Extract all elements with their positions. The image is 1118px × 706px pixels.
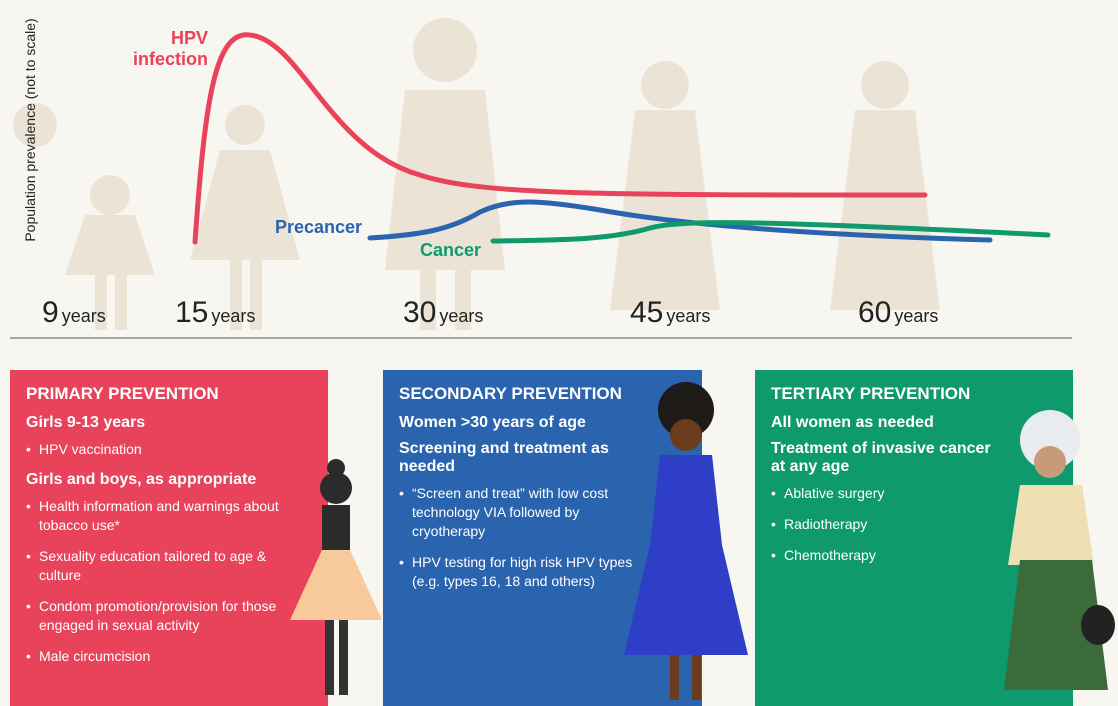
bullet: •Ablative surgery	[771, 484, 999, 503]
bullet-dot: •	[771, 546, 784, 565]
bullet-text: Sexuality education tailored to age & cu…	[39, 548, 266, 583]
hpv-curve	[195, 35, 925, 242]
bullet-dot: •	[26, 597, 39, 616]
bullet-text: Male circumcision	[39, 648, 150, 664]
page: Population prevalence (not to scale) HPV…	[0, 0, 1118, 706]
bullet-text: HPV vaccination	[39, 441, 142, 457]
age-unit: years	[62, 306, 106, 326]
bullet: •Radiotherapy	[771, 515, 999, 534]
panel: TERTIARY PREVENTION All women as needed Tr…	[755, 370, 1000, 706]
y-axis-label: Population prevalence (not to scale)	[22, 18, 38, 241]
panel: SECONDARY PREVENTION Women >30 years of a…	[383, 370, 653, 706]
bullet-text: Radiotherapy	[784, 516, 867, 532]
bullet-dot: •	[26, 497, 39, 516]
age-unit: years	[211, 306, 255, 326]
bullet-dot: •	[399, 553, 412, 572]
bullet-dot: •	[771, 484, 784, 503]
age-number: 9	[42, 296, 59, 329]
age-number: 45	[630, 296, 663, 329]
age-number: 60	[858, 296, 891, 329]
bullet-text: HPV testing for high risk HPV types (e.g…	[412, 554, 632, 589]
bullet-text: “Screen and treat” with low cost technol…	[412, 485, 608, 539]
bullet-text: Condom promotion/provision for those eng…	[39, 598, 276, 633]
section-heading: All women as needed	[771, 414, 996, 432]
age-unit: years	[666, 306, 710, 326]
section-heading: Screening and treatment as needed	[399, 440, 649, 476]
bullet-dot: •	[26, 647, 39, 666]
age-number: 30	[403, 296, 436, 329]
bullet: •Sexuality education tailored to age & c…	[26, 547, 304, 585]
bullet: •Condom promotion/provision for those en…	[26, 597, 304, 635]
section-heading: Girls 9-13 years	[26, 414, 301, 432]
section-heading: Women >30 years of age	[399, 414, 649, 432]
section-heading: Treatment of invasive cancer at any age	[771, 440, 996, 476]
bullet: •Chemotherapy	[771, 546, 999, 565]
bullet-dot: •	[26, 440, 39, 459]
bullet: •Health information and warnings about t…	[26, 497, 304, 535]
curve-label: HPV infection	[110, 28, 208, 70]
age-unit: years	[894, 306, 938, 326]
bullet-text: Ablative surgery	[784, 485, 884, 501]
curve-label: Cancer	[420, 240, 481, 261]
bullet: •HPV vaccination	[26, 440, 304, 459]
bullet-dot: •	[399, 484, 412, 503]
bullet: •HPV testing for high risk HPV types (e.…	[399, 553, 652, 591]
panel-title: TERTIARY PREVENTION	[771, 384, 1000, 404]
curve-label: Precancer	[275, 217, 362, 238]
bullet-dot: •	[771, 515, 784, 534]
panel-title: SECONDARY PREVENTION	[399, 384, 653, 404]
age-number: 15	[175, 296, 208, 329]
bullet-text: Health information and warnings about to…	[39, 498, 279, 533]
age-unit: years	[439, 306, 483, 326]
bullet: •Male circumcision	[26, 647, 304, 666]
panel-title: PRIMARY PREVENTION	[26, 384, 305, 404]
bullet-dot: •	[26, 547, 39, 566]
bullet-text: Chemotherapy	[784, 547, 876, 563]
bullet: •“Screen and treat” with low cost techno…	[399, 484, 652, 541]
section-heading: Girls and boys, as appropriate	[26, 471, 301, 489]
